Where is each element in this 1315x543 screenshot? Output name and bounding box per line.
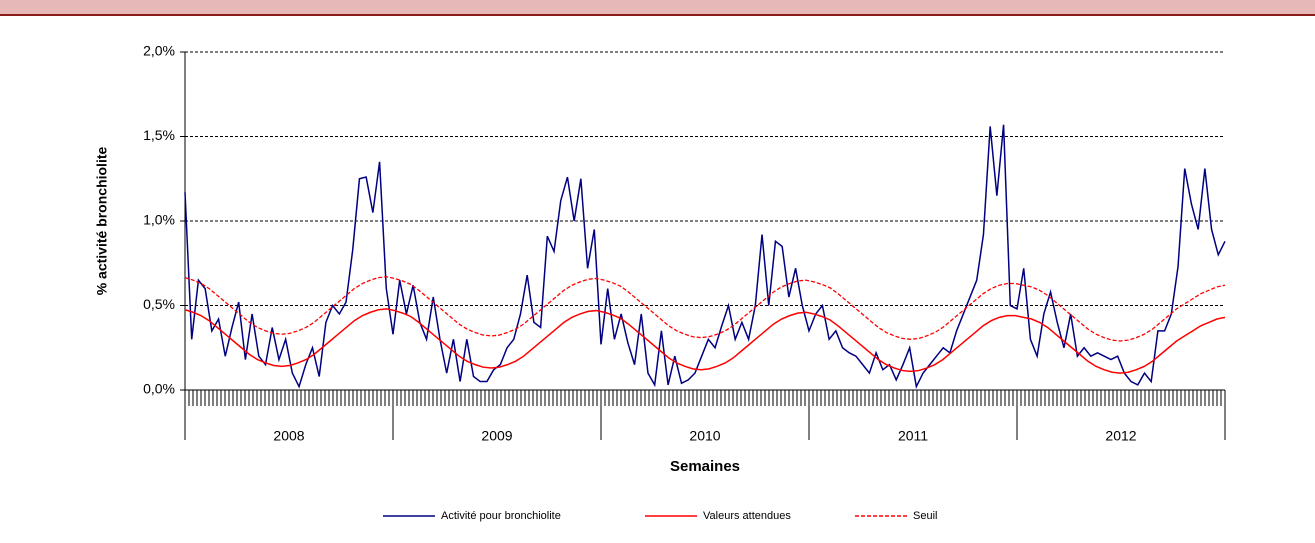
series-line xyxy=(184,308,1226,374)
series-line xyxy=(184,124,1226,390)
legend-label: Valeurs attendues xyxy=(703,510,791,522)
y-tick-label: 1,5% xyxy=(143,127,175,143)
y-axis-label: % activité bronchiolite xyxy=(94,146,110,295)
legend-label: Seuil xyxy=(913,510,937,522)
series-line xyxy=(184,276,1226,342)
legend-label: Activité pour bronchiolite xyxy=(441,510,561,522)
x-tick-label: 2008 xyxy=(273,428,304,444)
top-border xyxy=(0,14,1315,16)
y-tick-label: 2,0% xyxy=(143,43,175,59)
y-tick-label: 1,0% xyxy=(143,212,175,228)
x-tick-label: 2010 xyxy=(689,428,720,444)
x-tick-label: 2009 xyxy=(481,428,512,444)
y-tick-label: 0,0% xyxy=(143,381,175,397)
top-band xyxy=(0,0,1315,14)
x-tick-label: 2012 xyxy=(1105,428,1136,444)
y-tick-label: 0,5% xyxy=(143,296,175,312)
x-axis-label: Semaines xyxy=(670,458,740,475)
x-tick-label: 2011 xyxy=(898,428,928,444)
